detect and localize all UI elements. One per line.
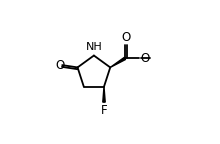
Polygon shape [110,57,126,67]
Polygon shape [103,87,105,102]
Text: F: F [101,104,107,117]
Text: O: O [55,59,64,72]
Text: NH: NH [86,42,102,52]
Text: O: O [140,52,149,65]
Text: O: O [121,31,130,44]
